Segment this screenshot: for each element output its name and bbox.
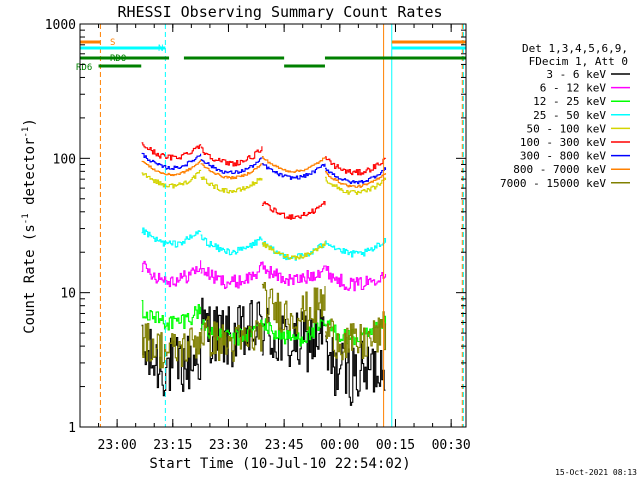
series-5-segment-1 (200, 146, 263, 167)
chart-title: RHESSI Observing Summary Count Rates (117, 3, 442, 21)
flag-layer: S N RDO RD6 (76, 38, 466, 73)
plot-frame (79, 23, 467, 428)
legend-item-label-1: 6 - 12 keV (540, 82, 607, 95)
series-3-segment-0 (141, 227, 202, 248)
x-tick-label-6: 00:30 (432, 438, 471, 453)
series-0-segment-3 (325, 335, 386, 406)
series-7-segment-3 (325, 171, 387, 188)
series-4-segment-0 (141, 169, 202, 189)
y-axis-label-sup: -1 (21, 213, 31, 224)
series-7-segment-1 (200, 163, 263, 180)
series-2-segment-0 (141, 300, 202, 331)
vline-layer (79, 24, 464, 427)
y-axis-label-close: ) (22, 118, 38, 126)
x-axis: 23:00 23:15 23:30 23:45 00:00 00:15 00:30 (98, 24, 471, 453)
y-axis: 1 10 100 1000 (45, 18, 466, 436)
series-8-segment-3 (325, 311, 387, 361)
series-3-segment-1 (200, 234, 263, 256)
series-7-segment-0 (141, 159, 202, 177)
series-1-segment-2 (261, 261, 326, 286)
x-tick-label-5: 00:15 (376, 438, 415, 453)
y-tick-label-3: 1000 (45, 18, 76, 33)
series-1-segment-0 (141, 260, 202, 288)
flag-label-rd6: RD6 (76, 63, 92, 73)
series-4-segment-1 (200, 176, 263, 194)
legend-item-label-0: 3 - 6 keV (546, 68, 606, 81)
series-4 (141, 169, 387, 260)
legend-item-label-2: 12 - 25 keV (533, 95, 606, 108)
series-7-segment-2 (261, 156, 326, 173)
y-tick-label-2: 100 (53, 152, 76, 167)
legend-item-label-5: 100 - 300 keV (520, 136, 606, 149)
x-tick-label-3: 23:45 (265, 438, 304, 453)
series-3-segment-2 (261, 241, 326, 261)
series-6-segment-3 (325, 167, 387, 185)
legend: Det 1,3,4,5,6,9, FDecim 1, Att 0 3 - 6 k… (500, 42, 630, 190)
legend-header-line-2: FDecim 1, Att 0 (529, 55, 628, 68)
series-4-segment-3 (325, 176, 387, 195)
x-tick-label-2: 23:30 (209, 438, 248, 453)
series-6 (141, 152, 387, 185)
y-axis-label-main: Count Rate (s (22, 224, 38, 334)
series-5-segment-0 (141, 142, 202, 161)
series-8 (141, 281, 387, 369)
legend-item-label-3: 25 - 50 keV (533, 109, 606, 122)
y-tick-label-0: 1 (68, 421, 76, 436)
series-5-segment-3 (325, 156, 387, 176)
footer-date: 15-Oct-2021 08:13 (555, 468, 637, 477)
flag-label-s: S (110, 38, 115, 48)
y-axis-label-sup2: -1 (21, 127, 31, 138)
y-axis-label: Count Rate (s-1 detector-1) (21, 118, 38, 334)
series-8-segment-2 (261, 281, 326, 335)
series-0-segment-2 (261, 307, 326, 373)
series-8-segment-0 (141, 322, 202, 369)
legend-item-label-6: 300 - 800 keV (520, 150, 606, 163)
y-axis-label-tail: detector (22, 138, 38, 214)
legend-header-line-1: Det 1,3,4,5,6,9, (522, 42, 628, 55)
series-layer (141, 142, 387, 406)
series-1-segment-3 (325, 265, 387, 292)
legend-item-label-4: 50 - 100 keV (527, 122, 607, 135)
series-4-segment-2 (261, 241, 326, 260)
x-tick-label-4: 00:00 (320, 438, 359, 453)
plot-area: S N RDO RD6 (76, 23, 467, 428)
x-tick-label-1: 23:15 (153, 438, 192, 453)
legend-item-label-8: 7000 - 15000 keV (500, 177, 606, 190)
series-7 (141, 156, 387, 188)
series-6-segment-2 (261, 162, 326, 180)
flag-label-n: N (158, 44, 163, 54)
x-axis-label: Start Time (10-Jul-10 22:54:02) (149, 456, 410, 472)
series-2-segment-1 (200, 319, 263, 346)
legend-item-label-7: 800 - 7000 keV (513, 163, 606, 176)
flag-label-rdo: RDO (110, 54, 126, 64)
series-5 (141, 142, 387, 220)
series-6-segment-1 (200, 157, 263, 175)
y-tick-label-1: 10 (60, 287, 76, 302)
series-5-segment-2 (261, 201, 326, 220)
series-1 (141, 260, 387, 292)
series-1-segment-1 (200, 261, 263, 289)
series-6-segment-0 (141, 152, 202, 171)
series-3-segment-3 (325, 238, 387, 258)
x-tick-label-0: 23:00 (98, 438, 137, 453)
series-8-segment-1 (200, 316, 263, 362)
